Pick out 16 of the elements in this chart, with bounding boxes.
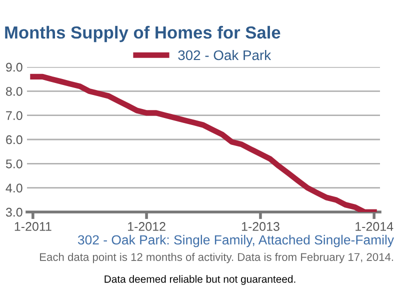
text: 302 - Oak Park: Single Family, Attached Single-Family — [78, 234, 394, 248]
y-tick-label: 3.0 — [6, 208, 22, 217]
x-tick-label: 1-2012 — [128, 222, 166, 231]
x-tick-label: 1-2013 — [242, 222, 280, 231]
x-tick-label: 1-2014 — [356, 222, 394, 231]
y-tick-label: 4.0 — [6, 184, 22, 192]
y-tick-label: 5.0 — [6, 159, 22, 168]
y-tick-label: 7.0 — [6, 111, 22, 120]
legend-label: 302 - Oak Park — [178, 50, 272, 60]
chart-title: Months Supply of Homes for Sale — [5, 26, 280, 42]
y-tick-label: 8.0 — [6, 86, 22, 96]
text: Data deemed reliable but not guaranteed. — [104, 275, 296, 285]
y-tick-label: 6.0 — [6, 135, 22, 144]
y-tick-label: 9.0 — [6, 62, 22, 72]
text: Each data point is 12 months of activity. Data is from February 17, 2014. — [40, 252, 394, 264]
x-tick-label: 1-2011 — [14, 222, 52, 231]
